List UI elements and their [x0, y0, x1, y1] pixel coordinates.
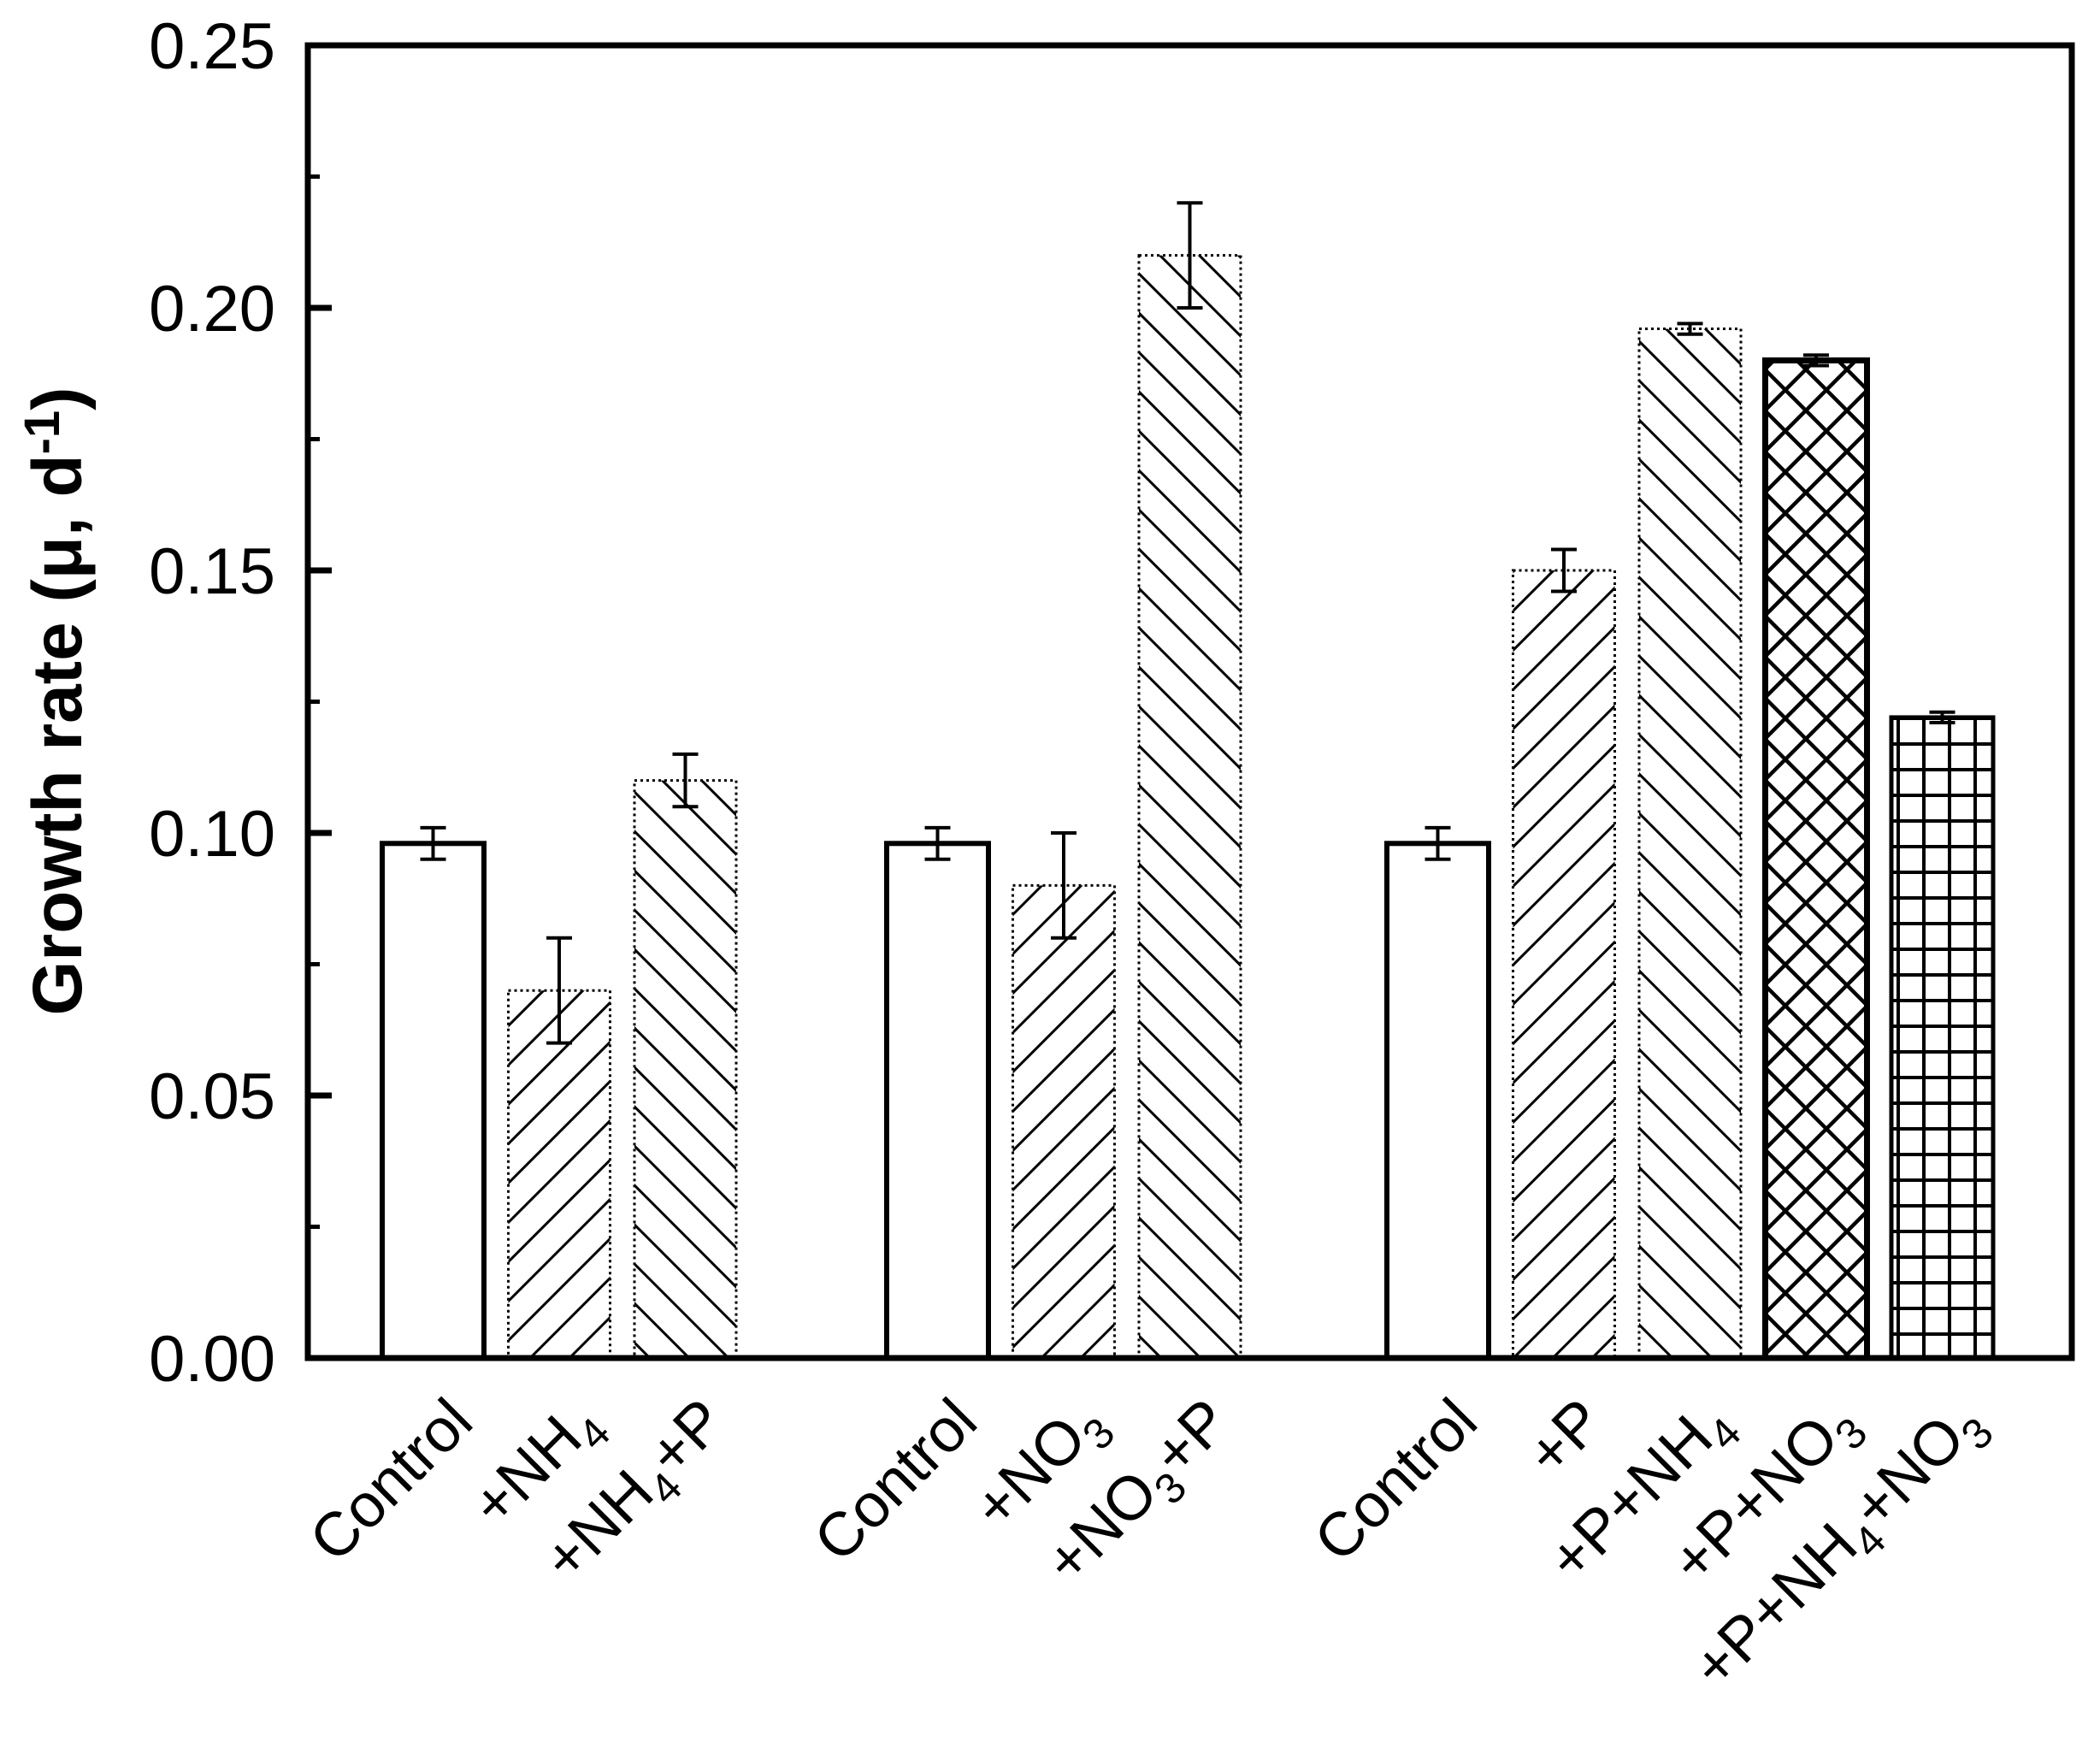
- y-axis-title: Growth rate (μ, d-1): [15, 387, 97, 1016]
- x-category-label: +P: [1513, 1386, 1616, 1489]
- y-tick-label: 0.05: [149, 1060, 275, 1133]
- x-category-label: Control: [297, 1386, 486, 1575]
- error-bar: [1425, 825, 1451, 861]
- x-category-label: Control: [801, 1386, 990, 1575]
- bar: [1137, 254, 1242, 1360]
- error-bar: [672, 752, 699, 809]
- title-text: Growth rate (μ, d: [19, 454, 97, 1015]
- bar: [884, 841, 991, 1361]
- x-category-label: Control: [1301, 1386, 1490, 1575]
- y-tick-label: 0.20: [149, 273, 275, 345]
- plot-area: 0.000.050.100.150.200.25Control+NH4+NH4+…: [15, 10, 2075, 1702]
- error-bar: [1677, 322, 1703, 336]
- bar: [633, 779, 738, 1360]
- bar: [1512, 569, 1616, 1360]
- label-text: +P: [1513, 1386, 1616, 1489]
- bar: [1889, 715, 1996, 1361]
- label-text: Control: [801, 1386, 990, 1575]
- y-tick-label: 0.25: [149, 10, 275, 83]
- bar: [1012, 883, 1116, 1360]
- error-bar: [546, 936, 572, 1045]
- error-bar: [1177, 201, 1203, 310]
- bar: [1384, 841, 1491, 1361]
- bar: [1637, 328, 1743, 1360]
- error-bar: [924, 825, 951, 861]
- error-bar: [1051, 831, 1077, 940]
- error-bar: [1803, 353, 1829, 368]
- label-text: Control: [297, 1386, 486, 1575]
- title-superscript: -1: [15, 410, 70, 455]
- y-tick-label: 0.00: [149, 1323, 275, 1396]
- error-bar: [1929, 710, 1955, 725]
- error-bar: [420, 825, 446, 861]
- y-tick-label: 0.15: [149, 535, 275, 608]
- bar: [507, 989, 611, 1360]
- x-category-label: +NH4+P: [530, 1386, 746, 1602]
- bar: [380, 841, 487, 1361]
- label-text: Control: [1301, 1386, 1490, 1575]
- y-tick-label: 0.10: [149, 798, 275, 871]
- bar: [1762, 357, 1870, 1361]
- title-text: ): [19, 387, 97, 410]
- error-bar: [1551, 547, 1577, 593]
